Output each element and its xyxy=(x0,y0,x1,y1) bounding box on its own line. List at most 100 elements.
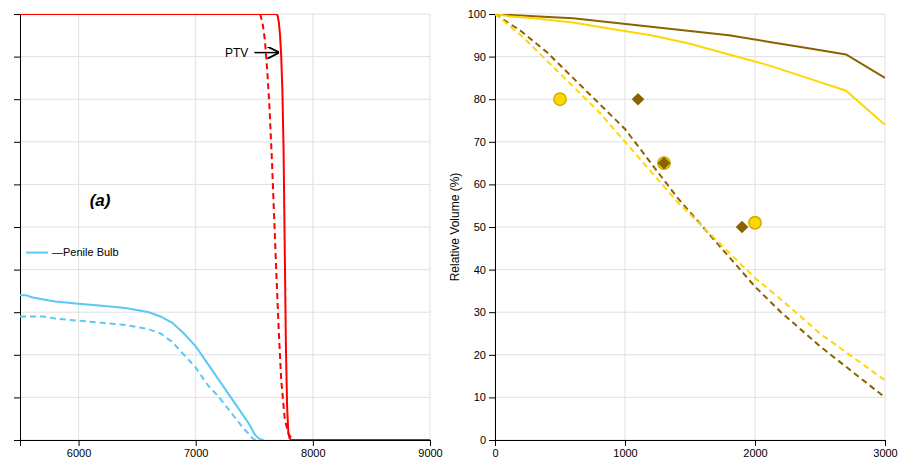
axis-line xyxy=(489,15,496,441)
tick-mark xyxy=(489,270,495,271)
tick-label: 2000 xyxy=(743,447,767,459)
tick xyxy=(14,99,20,100)
tick-mark xyxy=(489,397,495,398)
tick-label: 90 xyxy=(474,51,486,63)
point xyxy=(749,217,761,229)
tick-mark xyxy=(489,440,495,441)
tick-mark xyxy=(14,184,20,185)
tick-label: 9000 xyxy=(418,447,442,459)
grid-line xyxy=(495,354,885,355)
point xyxy=(632,93,645,106)
tick-mark xyxy=(14,142,20,143)
tick-label: 6000 xyxy=(67,447,91,459)
tick-label: 30 xyxy=(474,306,486,318)
tick-label: 100 xyxy=(468,8,486,20)
grid-line xyxy=(495,141,885,142)
tick-label: 80 xyxy=(474,93,486,105)
tick-mark xyxy=(489,99,495,100)
tick-mark xyxy=(14,99,20,100)
line xyxy=(20,295,264,440)
legend-swatch xyxy=(26,252,48,254)
tick-mark xyxy=(14,227,20,228)
tick-mark xyxy=(489,14,495,15)
tick-mark xyxy=(14,440,20,441)
grid-line xyxy=(20,397,430,398)
tick-mark xyxy=(14,270,20,271)
tick-label: 8000 xyxy=(301,447,325,459)
tick-mark xyxy=(489,142,495,143)
tick: 60 xyxy=(474,178,495,190)
tick-mark xyxy=(885,440,886,446)
tick xyxy=(14,184,20,185)
tick-label: 70 xyxy=(474,136,486,148)
grid-line xyxy=(495,227,885,228)
tick xyxy=(14,57,20,58)
scatter-series xyxy=(632,93,749,233)
line xyxy=(495,14,885,397)
tick-mark xyxy=(489,227,495,228)
tick: 90 xyxy=(474,51,495,63)
legend: —Penile Bulb xyxy=(26,246,119,258)
tick: 0 xyxy=(480,434,495,446)
tick-mark xyxy=(755,440,756,446)
tick-mark xyxy=(625,440,626,446)
grid-line xyxy=(495,312,885,313)
scatter-series xyxy=(554,93,761,229)
tick: 9000 xyxy=(418,440,442,459)
legend-item: —Penile Bulb xyxy=(26,246,119,258)
grid-line xyxy=(20,354,430,355)
tick-label: 0 xyxy=(480,434,486,446)
tick xyxy=(14,142,20,143)
tick-mark xyxy=(430,440,431,446)
tick: 7000 xyxy=(184,440,208,459)
grid-line xyxy=(20,141,430,142)
point xyxy=(554,93,566,105)
tick-label: 3000 xyxy=(873,447,897,459)
grid-line xyxy=(495,184,885,185)
tick-mark xyxy=(489,184,495,185)
tick-mark xyxy=(14,355,20,356)
axis-line xyxy=(496,441,886,447)
annotation: PTV xyxy=(225,46,248,60)
tick: 20 xyxy=(474,349,495,361)
tick-label: 1000 xyxy=(613,447,637,459)
grid-line xyxy=(495,56,885,57)
grid xyxy=(20,14,430,440)
tick-mark xyxy=(489,312,495,313)
tick: 50 xyxy=(474,221,495,233)
tick: 30 xyxy=(474,306,495,318)
point xyxy=(658,157,670,169)
line xyxy=(495,14,885,380)
x-axis: 6000 7000 8000 9000 xyxy=(21,440,443,459)
annotation-arrow xyxy=(254,52,278,54)
tick-mark xyxy=(14,57,20,58)
tick: 2000 xyxy=(743,440,767,459)
tick xyxy=(14,312,20,313)
figure: 6000700080009000PTV(a)—Penile Bulb010002… xyxy=(0,0,900,474)
panel: 01000200030000102030405060708090100Relat… xyxy=(448,8,898,459)
tick-label: 7000 xyxy=(184,447,208,459)
tick xyxy=(14,440,20,441)
tick-label: 40 xyxy=(474,264,486,276)
tick: 40 xyxy=(474,264,495,276)
line xyxy=(20,316,257,440)
tick xyxy=(14,227,20,228)
tick: 70 xyxy=(474,136,495,148)
tick: 0 xyxy=(492,440,498,459)
line xyxy=(495,14,885,125)
tick-mark xyxy=(14,312,20,313)
tick-label: 60 xyxy=(474,178,486,190)
tick: 80 xyxy=(474,93,495,105)
tick xyxy=(14,397,20,398)
tick-label: 0 xyxy=(492,447,498,459)
tick xyxy=(14,14,20,15)
line xyxy=(20,14,430,440)
tick: 100 xyxy=(468,8,495,20)
tick: 6000 xyxy=(67,440,91,459)
grid-line xyxy=(20,99,430,100)
axis-line xyxy=(21,441,431,447)
tick-label: 10 xyxy=(474,391,486,403)
y-axis xyxy=(14,15,21,441)
tick: 1000 xyxy=(613,440,637,459)
point xyxy=(658,157,671,170)
